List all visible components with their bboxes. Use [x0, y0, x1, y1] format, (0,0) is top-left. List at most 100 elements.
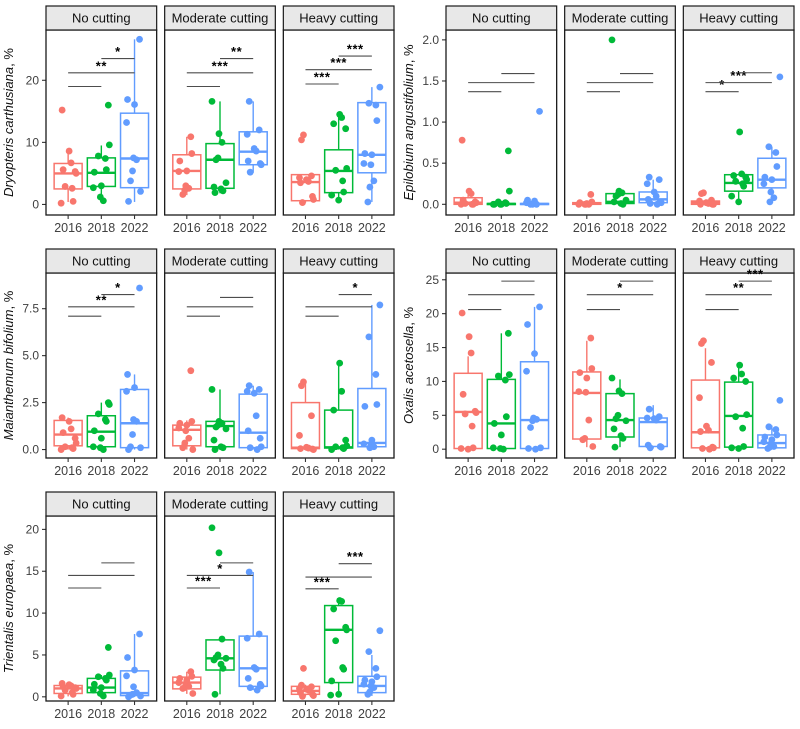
jitter-point	[97, 182, 105, 190]
y-axis-tick-label: 7.5	[22, 302, 39, 316]
jitter-point	[657, 443, 665, 451]
x-axis-tick-label: 2022	[521, 464, 549, 478]
jitter-point	[768, 176, 776, 184]
jitter-point	[536, 108, 543, 115]
jitter-point	[89, 184, 97, 192]
jitter-point	[646, 444, 654, 452]
jitter-point	[372, 101, 380, 109]
jitter-point	[210, 656, 218, 664]
jitter-point	[330, 605, 338, 613]
jitter-point	[738, 370, 746, 378]
boxplot-svg-epilobium-angustifolium: 0.0 0.5 1.0 1.5 2.0 Epilobium angustifolium, …	[401, 5, 795, 235]
jitter-point	[305, 178, 312, 185]
jitter-point	[527, 200, 534, 208]
box-iqr	[690, 379, 721, 449]
jitter-point	[364, 690, 372, 698]
jitter-point	[583, 374, 591, 382]
jitter-point	[99, 197, 107, 205]
boxplot-svg-dryopteris-carthusiana: 0 10 20 Dryopteris carthusiana, % No cutting…	[1, 5, 395, 235]
jitter-point	[297, 445, 304, 453]
jitter-point	[608, 374, 616, 382]
jitter-point	[376, 83, 384, 91]
jitter-point	[179, 444, 187, 452]
y-axis-tick-label: 0.5	[422, 156, 439, 170]
jitter-point	[499, 445, 507, 453]
significance-label: *	[352, 280, 358, 295]
jitter-point	[222, 179, 230, 187]
jitter-point	[343, 626, 351, 634]
jitter-point	[505, 371, 513, 379]
x-axis-tick-label: 2018	[206, 221, 234, 235]
jitter-point	[245, 568, 253, 576]
x-axis-tick-label: 2018	[87, 464, 115, 478]
jitter-point	[102, 676, 110, 684]
x-axis-tick-label: 2016	[173, 707, 201, 721]
jitter-point	[472, 409, 480, 416]
jitter-point	[364, 198, 372, 206]
jitter-point	[467, 190, 475, 198]
jitter-point	[218, 138, 226, 146]
jitter-point	[131, 384, 138, 391]
jitter-point	[588, 365, 596, 372]
box-iqr	[238, 635, 268, 688]
y-axis-tick-label: 15	[426, 341, 440, 355]
x-axis-tick-label: 2022	[358, 221, 386, 235]
x-axis-tick-label: 2018	[206, 707, 234, 721]
jitter-point	[523, 367, 530, 375]
jitter-point	[246, 684, 254, 692]
jitter-point	[461, 410, 469, 418]
jitter-point	[308, 172, 315, 180]
jitter-point	[187, 133, 195, 141]
facet-strip	[164, 5, 276, 31]
significance-label: *	[217, 561, 223, 576]
jitter-point	[123, 119, 130, 126]
jitter-point	[97, 684, 105, 692]
jitter-point	[131, 666, 138, 674]
jitter-point	[467, 349, 475, 357]
jitter-point	[366, 183, 374, 191]
jitter-point	[699, 445, 706, 452]
jitter-point	[696, 394, 703, 402]
y-axis-tick-label: 0.0	[422, 197, 439, 211]
significance-label: **	[231, 44, 243, 59]
jitter-point	[338, 597, 346, 605]
jitter-point	[123, 387, 130, 395]
jitter-point	[219, 444, 227, 452]
x-axis-tick-label: 2018	[325, 221, 353, 235]
x-axis-tick-label: 2022	[121, 221, 149, 235]
jitter-point	[643, 414, 651, 422]
x-axis-tick-label: 2016	[692, 221, 720, 235]
jitter-point	[489, 444, 497, 452]
jitter-point	[175, 679, 183, 686]
jitter-point	[728, 444, 736, 452]
jitter-point	[136, 284, 143, 292]
jitter-point	[772, 426, 780, 433]
jitter-point	[99, 446, 107, 453]
significance-label: **	[733, 280, 745, 295]
jitter-point	[298, 382, 305, 390]
jitter-point	[464, 445, 472, 453]
jitter-point	[612, 192, 620, 200]
x-axis-tick-label: 2022	[639, 464, 667, 478]
facet-strip	[445, 5, 558, 31]
jitter-point	[743, 411, 751, 419]
significance-label: ***	[747, 267, 764, 282]
jitter-point	[244, 674, 252, 682]
x-axis-tick-label: 2022	[239, 464, 267, 478]
jitter-point	[244, 427, 252, 435]
jitter-point	[219, 664, 227, 672]
x-axis-tick-label: 2018	[606, 221, 634, 235]
chart-maianthemum-bifolium: 0.0 2.5 5.0 7.5 Maianthemum bifolium, % No cu…	[0, 243, 400, 486]
jitter-point	[296, 432, 303, 439]
jitter-point	[136, 630, 143, 638]
jitter-point	[129, 431, 136, 438]
jitter-point	[59, 166, 67, 174]
jitter-point	[582, 388, 590, 396]
jitter-point	[610, 198, 618, 206]
jitter-point	[343, 165, 351, 172]
jitter-point	[340, 188, 348, 196]
significance-label: **	[96, 58, 108, 73]
jitter-point	[373, 117, 381, 125]
jitter-point	[137, 692, 144, 700]
facet-strip-label: No cutting	[72, 497, 131, 512]
